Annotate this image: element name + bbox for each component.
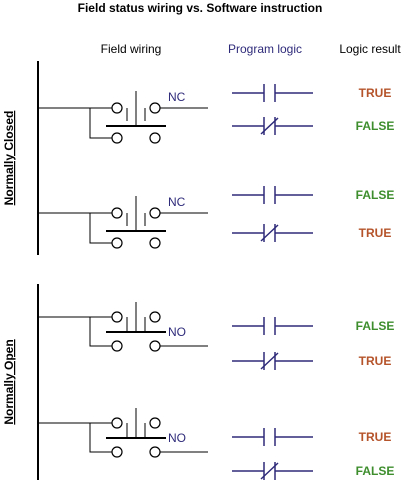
terminal-icon: [111, 102, 123, 114]
branch-wire: [89, 423, 208, 453]
section-normally-open: Normally Open NO NO: [2, 284, 208, 480]
examine-if-open-instruction-icon: [232, 117, 313, 135]
logic-result-column: TRUE FALSE FALSE TRUE FALSE TRUE TRUE FALSE: [356, 86, 395, 478]
contact-lead: [126, 108, 146, 121]
contact-label-no: NO: [168, 431, 186, 445]
examine-if-open-instruction-icon: [232, 224, 313, 242]
logic-result-true: TRUE: [359, 430, 392, 444]
contact-lead: [126, 423, 146, 438]
contact-lead: [126, 213, 146, 226]
examine-if-open-instruction-icon: [232, 352, 313, 370]
terminal-icon: [111, 237, 123, 249]
field-contact-no-2: NO: [38, 408, 208, 458]
program-logic-column: [232, 84, 313, 480]
branch-wire: [89, 213, 112, 244]
contact-label-nc: NC: [168, 195, 186, 209]
terminal-icon: [149, 132, 161, 144]
terminal-icon: [149, 102, 161, 114]
diagram-title: Field status wiring vs. Software instruc…: [78, 1, 323, 15]
header-program-logic: Program logic: [228, 42, 302, 56]
field-contact-nc-2: NC: [38, 195, 208, 249]
terminal-icon: [149, 237, 161, 249]
field-contact-no-1: NO: [38, 302, 208, 352]
examine-if-closed-instruction-icon: [232, 317, 313, 335]
header-logic-result: Logic result: [339, 42, 401, 56]
logic-result-false: FALSE: [356, 188, 395, 202]
terminal-icon: [111, 132, 123, 144]
examine-if-closed-instruction-icon: [232, 428, 313, 446]
section-label-normally-closed: Normally Closed: [2, 111, 16, 206]
examine-if-closed-instruction-icon: [232, 186, 313, 204]
examine-if-closed-instruction-icon: [232, 84, 313, 102]
contact-label-no: NO: [168, 325, 186, 339]
header-field-wiring: Field wiring: [101, 42, 162, 56]
terminal-icon: [149, 417, 161, 429]
examine-if-open-instruction-icon: [232, 462, 313, 480]
terminal-icon: [149, 446, 161, 458]
logic-result-false: FALSE: [356, 119, 395, 133]
contact-label-nc: NC: [168, 90, 186, 104]
branch-wire: [89, 317, 208, 347]
terminal-icon: [149, 207, 161, 219]
terminal-icon: [111, 207, 123, 219]
section-normally-closed: Normally Closed NC NC: [2, 61, 208, 255]
terminal-icon: [111, 446, 123, 458]
logic-result-true: TRUE: [359, 86, 392, 100]
field-contact-nc-1: NC: [38, 90, 208, 144]
terminal-icon: [149, 340, 161, 352]
terminal-icon: [111, 340, 123, 352]
section-label-normally-open: Normally Open: [2, 339, 16, 424]
logic-result-true: TRUE: [359, 354, 392, 368]
terminal-icon: [149, 311, 161, 323]
logic-result-false: FALSE: [356, 319, 395, 333]
terminal-icon: [111, 417, 123, 429]
terminal-icon: [111, 311, 123, 323]
logic-result-false: FALSE: [356, 464, 395, 478]
logic-result-true: TRUE: [359, 226, 392, 240]
branch-wire: [89, 108, 112, 139]
contact-lead: [126, 317, 146, 332]
